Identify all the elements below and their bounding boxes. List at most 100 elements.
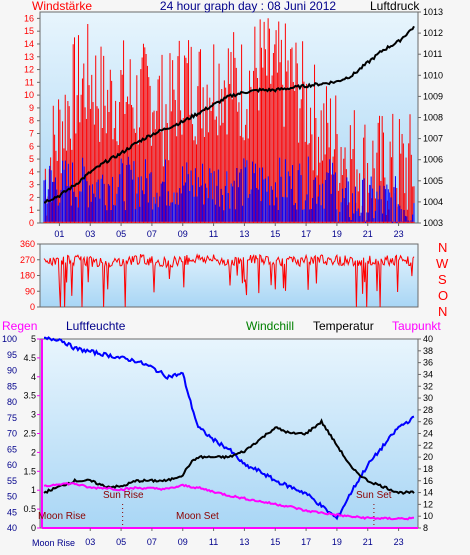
- y-left-tick-label: 6: [29, 141, 34, 151]
- y-left-tick-label: 13: [24, 52, 34, 62]
- x-tick-label: 07: [147, 229, 157, 239]
- compass-n-top: N: [438, 240, 447, 255]
- x-tick-label: 15: [270, 229, 280, 239]
- humidity-tick-label: 40: [7, 523, 17, 533]
- wind-pressure-panel: 0123456789101112131415161003100410051006…: [24, 7, 443, 239]
- compass-w: W: [436, 256, 449, 271]
- y-left-tick-label: 12: [24, 65, 34, 75]
- x-tick-label: 15: [270, 537, 280, 547]
- temp-tick-label: 28: [423, 405, 433, 415]
- wind-direction-panel: 0 90 180 270 360: [20, 239, 419, 312]
- humidity-tick-label: 90: [7, 366, 17, 376]
- temp-tick-label: 20: [423, 452, 433, 462]
- temp-tick-label: 30: [423, 393, 433, 403]
- bottom-moon-rise-label: Moon Rise: [32, 538, 75, 548]
- temp-tick-label: 10: [423, 511, 433, 521]
- humidity-tick-label: 60: [7, 460, 17, 470]
- temp-tick-label: 24: [423, 429, 433, 439]
- y-right-tick-label: 1006: [423, 155, 443, 165]
- sun-set-annotation: Sun Set: [356, 490, 392, 501]
- temp-tick-label: 8: [423, 523, 428, 533]
- humidity-tick-label: 45: [7, 507, 17, 517]
- x-tick-label: 01: [54, 229, 64, 239]
- y-left-tick-label: 14: [24, 39, 34, 49]
- y-left-tick-label: 15: [24, 26, 34, 36]
- y-right-tick-label: 1012: [423, 28, 443, 38]
- regen-label: Regen: [2, 319, 37, 333]
- y-left-tick-label: 3: [29, 180, 34, 190]
- x-tick-label: 09: [178, 537, 188, 547]
- regen-tick-label: 0: [31, 523, 36, 533]
- humidity-tick-label: 80: [7, 397, 17, 407]
- temp-tick-label: 22: [423, 440, 433, 450]
- temperatur-label: Temperatur: [313, 319, 374, 333]
- x-tick-label: 05: [116, 229, 126, 239]
- humidity-tick-label: 75: [7, 413, 17, 423]
- y-left-tick-label: 0: [29, 218, 34, 228]
- moon-rise-annotation: Moon Rise: [38, 511, 86, 522]
- y-right-tick-label: 1011: [423, 49, 442, 59]
- luftdruck-label: Luftdruck: [370, 0, 420, 13]
- x-tick-label: 21: [363, 229, 373, 239]
- x-tick-label: 05: [116, 537, 126, 547]
- x-tick-label: 19: [332, 229, 342, 239]
- x-tick-label: 21: [363, 537, 373, 547]
- regen-tick-label: 2.5: [23, 429, 36, 439]
- y-right-tick-label: 1007: [423, 134, 443, 144]
- regen-tick-label: 4: [31, 372, 36, 382]
- x-tick-label: 19: [332, 537, 342, 547]
- temp-tick-label: 14: [423, 488, 433, 498]
- humidity-tick-label: 55: [7, 476, 17, 486]
- temp-tick-label: 34: [423, 369, 433, 379]
- y-left-tick-label: 7: [29, 128, 34, 138]
- y-left-tick-label: 8: [29, 116, 34, 126]
- x-tick-label: 03: [85, 537, 95, 547]
- y-right-tick-label: 1003: [423, 218, 443, 228]
- x-tick-label: 17: [301, 229, 311, 239]
- regen-tick-label: 5: [31, 334, 36, 344]
- y-left-tick-label: 16: [24, 13, 34, 23]
- regen-tick-label: 1.5: [23, 466, 36, 476]
- taupunkt-label: Taupunkt: [392, 319, 441, 333]
- compass-n-bottom: N: [438, 304, 447, 319]
- moon-set-annotation: Moon Set: [176, 511, 219, 522]
- x-tick-label: 07: [147, 537, 157, 547]
- y-left-tick-label: 1: [29, 205, 34, 215]
- luftfeuchte-line: [44, 336, 415, 521]
- temp-tick-label: 16: [423, 476, 433, 486]
- direction-tick-label: 180: [20, 271, 35, 281]
- temp-tick-label: 26: [423, 417, 433, 427]
- compass-o: O: [438, 288, 448, 303]
- temp-tick-label: 12: [423, 499, 433, 509]
- temp-tick-label: 36: [423, 358, 433, 368]
- regen-tick-label: 3.5: [23, 391, 36, 401]
- temp-tick-label: 18: [423, 464, 433, 474]
- y-left-tick-label: 2: [29, 192, 34, 202]
- taupunkt-line: [43, 481, 414, 521]
- regen-tick-label: 3: [31, 410, 36, 420]
- chart-title: 24 hour graph day : 08 Juni 2012: [160, 0, 336, 13]
- x-tick-label: 17: [301, 537, 311, 547]
- y-left-tick-label: 4: [29, 167, 34, 177]
- x-tick-label: 13: [239, 229, 249, 239]
- direction-tick-label: 0: [30, 302, 35, 312]
- windchill-label: Windchill: [246, 319, 294, 333]
- x-tick-label: 11: [209, 537, 218, 547]
- direction-tick-label: 90: [25, 286, 35, 296]
- x-tick-label: 23: [394, 229, 404, 239]
- humidity-tick-label: 95: [7, 350, 17, 360]
- luftfeuchte-label: Luftfeuchte: [66, 319, 126, 333]
- regen-tick-label: 2: [31, 447, 36, 457]
- sun-rise-annotation: Sun Rise: [103, 490, 144, 501]
- x-tick-label: 09: [178, 229, 188, 239]
- windrichtung-line: [43, 253, 415, 308]
- regen-tick-label: 4.5: [23, 353, 36, 363]
- regen-tick-label: 0.5: [23, 504, 36, 514]
- humidity-temperature-panel: 40455055606570758085909510000.511.522.53…: [2, 334, 433, 547]
- regen-tick-label: 1: [31, 485, 36, 495]
- x-tick-label: 11: [209, 229, 218, 239]
- wind-average-series: [43, 156, 415, 223]
- y-left-tick-label: 11: [25, 77, 34, 87]
- luftdruck-line: [43, 25, 415, 204]
